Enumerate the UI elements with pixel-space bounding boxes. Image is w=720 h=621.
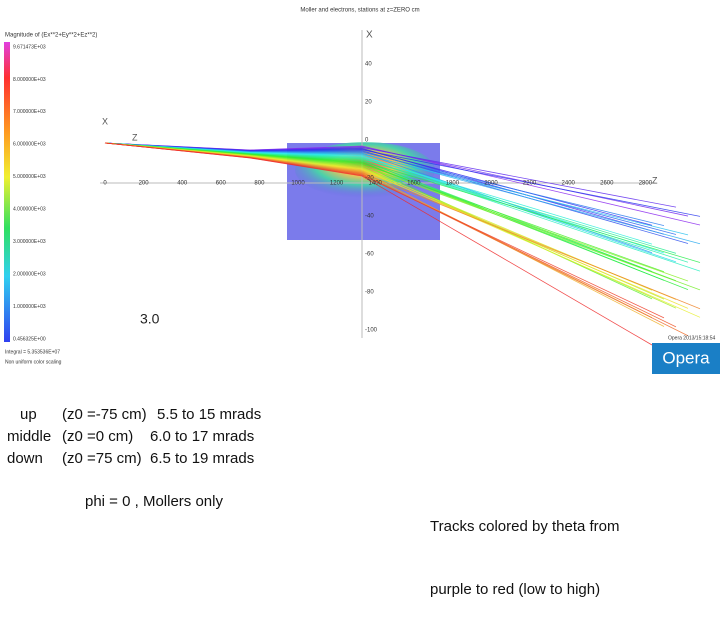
colorbar-label: 2.000000E+03	[13, 271, 46, 277]
colorbar-label: 5.000000E+03	[13, 174, 46, 180]
x-tick-label: 1000	[291, 181, 305, 187]
colorbar-label: 7.000000E+03	[13, 109, 46, 115]
x-tick-label: 1600	[407, 181, 421, 187]
colorbar-label: 0.456325E+00	[13, 336, 46, 342]
legend-cell: 5.5 to 15 mrads	[157, 406, 262, 423]
header-title: Moller and electrons, stations at z=ZERO…	[300, 8, 419, 14]
note-line: purple to red (low to high)	[430, 581, 601, 598]
legend-cell: down	[7, 450, 43, 467]
scaling: Non uniform color scaling	[5, 359, 62, 365]
axis-label: Z	[132, 132, 138, 142]
legend-cell: (z0 =75 cm)	[62, 450, 142, 467]
x-tick-label: 600	[216, 181, 227, 187]
stamp: Opera 2013/15:18:54	[668, 335, 715, 341]
slide: Moller and electrons, stations at z=ZERO…	[4, 8, 720, 598]
logo: Opera	[662, 348, 710, 367]
legend-cell: (z0 =-75 cm)	[62, 406, 147, 423]
track	[104, 142, 653, 346]
axis-label: X	[102, 116, 108, 126]
legend-cell: 6.5 to 19 mrads	[150, 450, 255, 467]
y-tick-label: 40	[365, 62, 372, 68]
x-tick-label: 800	[254, 181, 265, 187]
axis-label: X	[366, 30, 373, 41]
legend-cell: up	[20, 406, 37, 423]
y-tick-label: -100	[365, 328, 378, 334]
y-tick-label: -80	[365, 290, 374, 296]
logo-box	[652, 343, 720, 374]
colorbar-label: 8.000000E+03	[13, 77, 46, 83]
x-tick-label: 2600	[600, 181, 614, 187]
x-tick-label: 400	[177, 181, 188, 187]
legend-cell: (z0 =0 cm)	[62, 428, 134, 445]
simulation-screenshot: Moller and electrons, stations at z=ZERO…	[4, 8, 720, 374]
y-tick-label: -60	[365, 252, 374, 258]
y-tick-label: 0	[365, 138, 369, 144]
x-tick-label: 0	[103, 181, 107, 187]
caption: phi = 0 , Mollers only	[85, 493, 223, 510]
legend-cell: middle	[7, 428, 52, 445]
x-tick-label: 2800	[639, 181, 653, 187]
y-tick-label: 20	[365, 100, 372, 106]
note-line: Tracks colored by theta from	[430, 518, 620, 535]
x-tick-label: 200	[139, 181, 150, 187]
x-tick-label: 2200	[523, 181, 537, 187]
colorbar-label: 9.671473E+03	[13, 44, 46, 50]
x-tick-label: 1200	[330, 181, 344, 187]
note: Tracks colored by theta from purple to r…	[430, 474, 620, 621]
colorbar	[4, 42, 10, 342]
y-tick-label: -20	[365, 176, 374, 182]
annotation: 3.0	[140, 311, 160, 327]
axis-label: Z	[652, 175, 658, 185]
x-tick-label: 1800	[446, 181, 460, 187]
x-tick-label: 1400	[369, 181, 383, 187]
colorbar-title: Magnitude of (Ex**2+Ey**2+Ez**2)	[5, 33, 97, 39]
x-tick-label: 2000	[484, 181, 498, 187]
colorbar-label: 1.000000E+03	[13, 304, 46, 310]
colorbar-label: 3.000000E+03	[13, 239, 46, 245]
integral: Integral = 5.353536E+07	[5, 349, 60, 355]
legend-cell: 6.0 to 17 mrads	[150, 428, 255, 445]
x-tick-label: 2400	[562, 181, 576, 187]
colorbar-label: 4.000000E+03	[13, 207, 46, 213]
y-tick-label: -40	[365, 214, 374, 220]
colorbar-label: 6.000000E+03	[13, 142, 46, 148]
